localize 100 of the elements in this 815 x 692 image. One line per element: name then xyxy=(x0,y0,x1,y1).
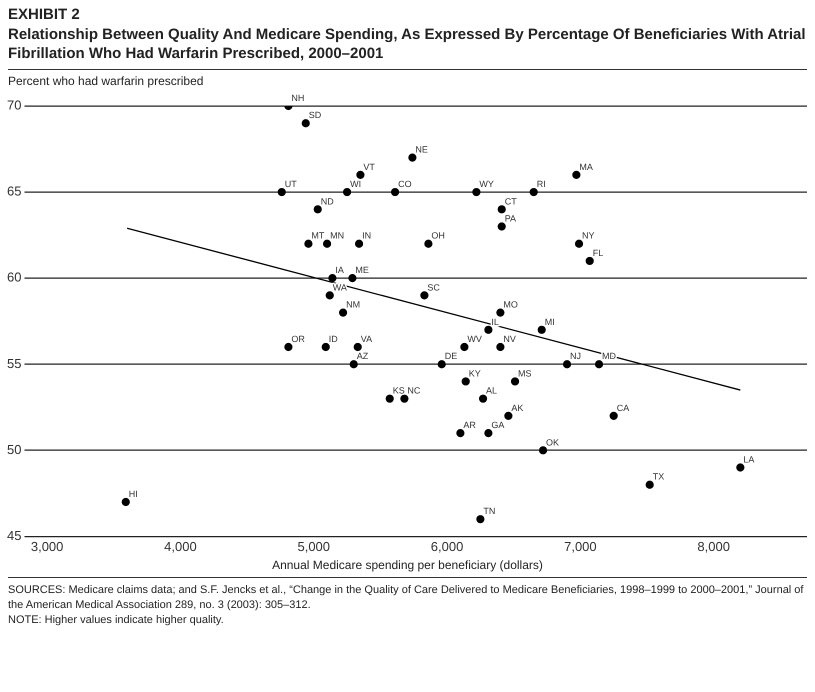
point xyxy=(736,463,744,472)
annotation: OK xyxy=(546,437,560,448)
annotation: AL xyxy=(486,386,498,396)
annotation: CT xyxy=(504,196,518,206)
point xyxy=(284,342,293,352)
point xyxy=(496,342,504,352)
point xyxy=(610,412,618,420)
x-tick-label: 7,000 xyxy=(564,538,597,554)
point xyxy=(326,291,334,300)
x-tick-label: 8,000 xyxy=(697,538,730,554)
point xyxy=(498,222,506,231)
x-axis-title: Annual Medicare spending per beneficiary (dollars) xyxy=(8,558,807,578)
point xyxy=(322,342,330,352)
point xyxy=(354,342,362,352)
point xyxy=(278,188,286,196)
point xyxy=(510,377,520,386)
point xyxy=(400,394,408,403)
annotation: IL xyxy=(491,316,499,327)
y-tick-label: 45 xyxy=(6,528,22,543)
annotation: IA xyxy=(335,265,344,276)
y-tick-label: 70 xyxy=(6,98,22,113)
annotation: NC xyxy=(407,386,421,396)
annotation: WI xyxy=(350,179,362,190)
annotation: HI xyxy=(128,488,138,499)
point xyxy=(408,154,416,162)
x-tick-label: 3,000 xyxy=(30,538,64,554)
point xyxy=(302,119,310,128)
point xyxy=(342,188,352,196)
x-tick-label: 6,000 xyxy=(430,538,464,554)
annotation: ME xyxy=(355,265,369,276)
annotation: CA xyxy=(616,402,630,413)
point xyxy=(594,360,604,368)
annotation: ND xyxy=(320,196,334,206)
x-tick-label: 5,000 xyxy=(297,538,330,554)
point xyxy=(304,240,313,248)
point xyxy=(472,188,480,196)
annotation: MI xyxy=(544,316,555,327)
annotation: AR xyxy=(463,420,476,430)
annotation: MN xyxy=(330,230,344,241)
point xyxy=(586,256,594,266)
annotation: KY xyxy=(468,368,481,378)
point xyxy=(484,429,492,438)
annotation: UT xyxy=(284,179,298,190)
point xyxy=(122,498,130,506)
annotation: SD xyxy=(308,110,322,120)
point xyxy=(478,394,488,403)
annotation: CO xyxy=(398,179,412,190)
annotation: IN xyxy=(362,230,372,241)
annotation: ID xyxy=(328,334,338,344)
point xyxy=(646,480,654,489)
point xyxy=(438,360,446,368)
annotation: OR xyxy=(291,334,306,344)
annotation: MT xyxy=(311,230,325,241)
point xyxy=(530,188,538,196)
y-tick-label: 65 xyxy=(6,184,22,199)
annotation: NM xyxy=(346,300,360,310)
annotation: TX xyxy=(652,472,664,482)
point xyxy=(538,446,548,454)
point xyxy=(574,240,584,248)
point xyxy=(496,308,504,317)
point xyxy=(456,429,464,438)
point xyxy=(314,205,322,214)
annotation: PA xyxy=(504,213,516,224)
point xyxy=(498,205,506,214)
annotation: LA xyxy=(743,454,754,465)
x-tick-label: 4,000 xyxy=(164,538,197,554)
annotation: AK xyxy=(511,402,524,413)
annotation: NE xyxy=(415,144,428,155)
point xyxy=(476,515,484,524)
annotation: SC xyxy=(427,282,440,292)
annotation: NJ xyxy=(570,351,582,362)
annotation: WV xyxy=(467,334,482,344)
annotation: VT xyxy=(363,162,376,172)
annotation: MS xyxy=(518,368,532,378)
y-tick-label: 55 xyxy=(6,356,22,371)
point xyxy=(322,240,332,248)
annotation: FL xyxy=(592,248,604,258)
point xyxy=(538,326,546,334)
point xyxy=(460,342,468,352)
annotation: WY xyxy=(479,179,494,190)
point xyxy=(354,240,364,248)
annotation: VA xyxy=(360,334,372,344)
annotation: AZ xyxy=(356,351,369,362)
annotation: OH xyxy=(431,230,445,241)
point xyxy=(484,326,492,334)
chart-subtitle: Relationship Between Quality And Medicare Spending, As Expressed By Percentage Of Beneficiaries With Atrial Fibrillation Who Had Warfarin Prescribed, 2000–2001 xyxy=(8,25,807,70)
point xyxy=(462,377,470,386)
point xyxy=(504,412,512,420)
annotation: KS xyxy=(392,386,405,396)
source-note: SOURCES: Medicare claims data; and S.F. Jencks et al., “Change in the Quality of Care Delivered to Medicare Beneficiaries, 1998–1999 to 2000–2001,” Journal of the American Medical Association 289, no. 3 (2003): 305–312. xyxy=(8,583,804,613)
point xyxy=(338,308,348,317)
annotation: NH xyxy=(291,92,304,103)
point xyxy=(390,188,400,196)
annotation: NV xyxy=(503,334,516,344)
annotation: TN xyxy=(483,506,496,516)
point xyxy=(562,360,572,368)
annotation: DE xyxy=(444,351,458,362)
text: NOTE: Higher values indicate higher quality. xyxy=(8,613,225,628)
y-tick-label: 60 xyxy=(6,270,22,285)
point xyxy=(386,394,394,403)
